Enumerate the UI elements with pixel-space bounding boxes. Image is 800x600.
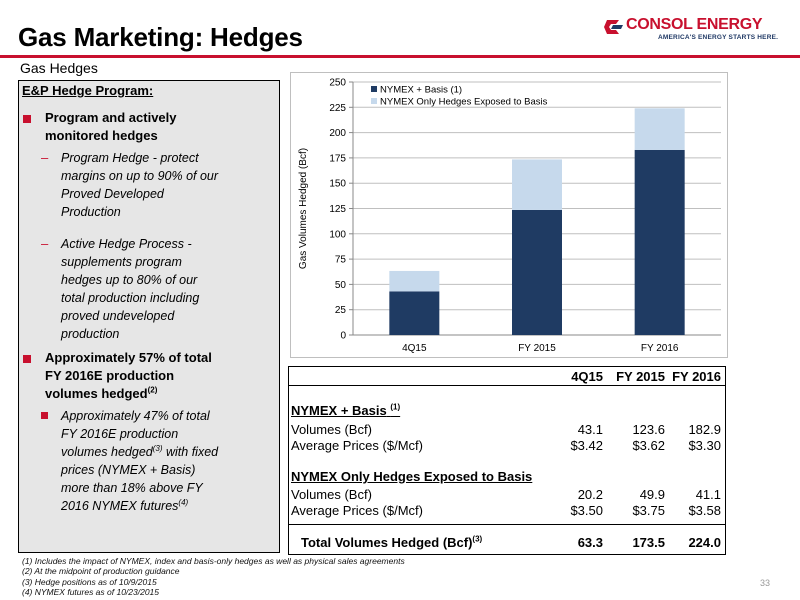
table-cell: 41.1 (695, 487, 721, 502)
y-tick-label: 225 (329, 103, 346, 114)
table-cell: $3.58 (688, 503, 721, 518)
col-header: 4Q15 (571, 369, 603, 384)
total-label: Total Volumes Hedged (Bcf)(3) (301, 534, 483, 550)
header-rule (289, 385, 725, 386)
dash-icon: – (41, 236, 49, 251)
x-tick-label: FY 2015 (518, 343, 556, 354)
hedge-table: 4Q15 FY 2015 FY 2016 NYMEX + Basis (1) V… (288, 366, 726, 555)
table-cell: $3.62 (632, 438, 665, 453)
y-tick-label: 100 (329, 229, 346, 240)
page-number: 33 (760, 578, 771, 588)
table-cell: $3.75 (632, 503, 665, 518)
footnote: (2) At the midpoint of production guidan… (22, 566, 180, 577)
table-cell: 20.2 (577, 487, 603, 502)
total-cell: 224.0 (688, 535, 721, 550)
y-tick-label: 25 (335, 305, 347, 316)
table-cell: 182.9 (688, 422, 721, 437)
y-tick-label: 175 (329, 153, 346, 164)
row-label: Volumes (Bcf) (291, 487, 372, 502)
title-divider (0, 55, 800, 58)
bar-segment-nymex-basis (512, 209, 562, 335)
section-title: NYMEX + Basis (1) (291, 402, 401, 418)
footnote: (4) NYMEX futures as of 10/23/2015 (22, 586, 160, 597)
bullet-icon (23, 355, 31, 363)
table-cell: $3.50 (570, 503, 603, 518)
bullet-volumes-hedged: Approximately 57% of total FY 2016E prod… (45, 350, 212, 401)
y-tick-label: 0 (340, 331, 346, 342)
row-label: Average Prices ($/Mcf) (291, 503, 423, 518)
sub-fy2016-hedged: Approximately 47% of total FY 2016E prod… (61, 409, 219, 513)
total-cell: 173.5 (632, 535, 665, 550)
chart-canvas: 0 25 50 75 100 125 150 175 200 225 250 4Q15 FY 2015 F… (298, 78, 721, 354)
sub-active-hedge: Active Hedge Process - supplements progr… (61, 237, 200, 341)
logo-tagline: AMERICA'S ENERGY STARTS HERE. (658, 34, 779, 41)
row-label: Average Prices ($/Mcf) (291, 438, 423, 453)
legend-label: NYMEX + Basis (1) (380, 85, 462, 96)
bar-segment-nymex-basis (389, 291, 440, 335)
bar-segment-nymex-only (512, 159, 562, 210)
legend-swatch (371, 98, 377, 104)
y-tick-label: 150 (329, 179, 346, 190)
col-header: FY 2016 (672, 369, 721, 384)
y-tick-label: 250 (329, 78, 346, 89)
panel-heading: E&P Hedge Program: (22, 83, 154, 98)
x-tick-label: FY 2016 (641, 343, 679, 354)
sub-program-hedge: Program Hedge - protect margins on up to… (61, 151, 219, 219)
footnote: (1) Includes the impact of NYMEX, index … (22, 556, 405, 566)
section-title: NYMEX Only Hedges Exposed to Basis (291, 469, 533, 484)
page-title: Gas Marketing: Hedges (18, 22, 303, 52)
row-label: Volumes (Bcf) (291, 422, 372, 437)
footnote: (3) Hedge positions as of 10/9/2015 (22, 576, 157, 587)
total-cell: 63.3 (577, 535, 603, 550)
dash-icon: – (41, 150, 49, 165)
bar-segment-nymex-basis (634, 149, 685, 335)
x-tick-label: 4Q15 (402, 343, 427, 354)
bullet-program-hedges: Program and actively monitored hedges (45, 110, 177, 143)
hedge-program-panel: E&P Hedge Program: Program and actively … (18, 80, 280, 553)
table-cell: 49.9 (639, 487, 665, 502)
table-cell: 43.1 (577, 422, 603, 437)
legend-label: NYMEX Only Hedges Exposed to Basis (380, 97, 548, 108)
logo-name: CONSOL ENERGY (626, 16, 763, 33)
legend-swatch (371, 86, 377, 92)
footnotes: (1) Includes the impact of NYMEX, index … (22, 556, 405, 597)
company-logo: CONSOL ENERGY AMERICA'S ENERGY STARTS HE… (604, 14, 784, 44)
y-tick-label: 200 (329, 128, 346, 139)
total-rule (289, 524, 725, 525)
sub-bullet-icon (41, 412, 48, 419)
table-cell: $3.42 (570, 438, 603, 453)
bar-segment-nymex-only (389, 270, 440, 292)
bullet-icon (23, 115, 31, 123)
table-cell: 123.6 (632, 422, 665, 437)
y-tick-label: 125 (329, 204, 346, 215)
col-header: FY 2015 (616, 369, 665, 384)
table-cell: $3.30 (688, 438, 721, 453)
y-tick-label: 50 (335, 280, 347, 291)
bar-segment-nymex-only (634, 108, 685, 150)
y-tick-label: 75 (335, 255, 347, 266)
hedge-volumes-chart: 0 25 50 75 100 125 150 175 200 225 250 4Q15 FY 2015 F… (290, 72, 728, 358)
section-subtitle: Gas Hedges (20, 60, 98, 76)
y-axis-label: Gas Volumes Hedged (Bcf) (298, 148, 309, 269)
logo-mark-icon (604, 20, 623, 34)
